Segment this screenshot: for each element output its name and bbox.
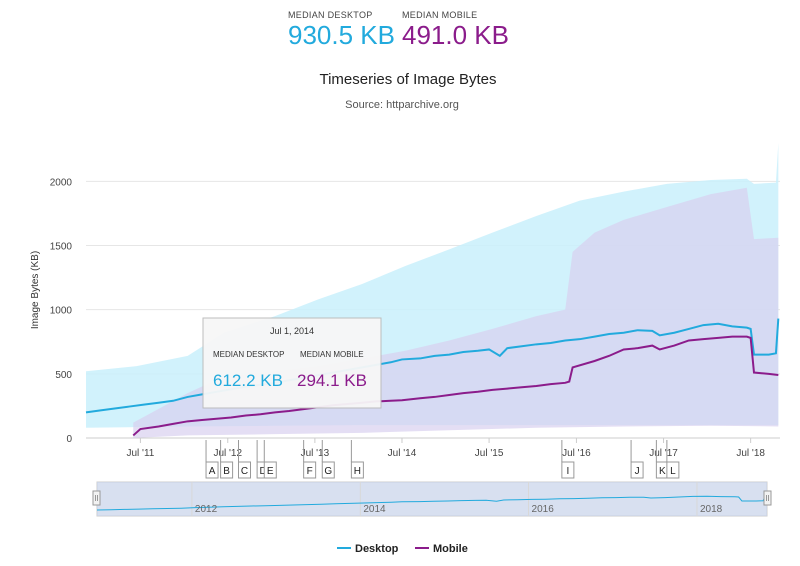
flag-box: [237, 461, 251, 479]
legend-mobile-label: Mobile: [433, 543, 468, 555]
tooltip-desktop-label: MEDIAN DESKTOP: [213, 350, 284, 359]
y-tick-label: 2000: [50, 177, 73, 188]
flag-a[interactable]: A: [205, 440, 219, 479]
navigator-year-label: 2012: [195, 504, 218, 515]
y-tick-label: 500: [55, 370, 72, 381]
navigator-year-label: 2018: [700, 504, 723, 515]
flag-label: G: [324, 466, 332, 477]
y-tick-label: 1500: [50, 242, 73, 253]
x-tick-label: Jul '15: [475, 448, 504, 459]
flag-label: J: [635, 466, 640, 477]
flag-box: [561, 461, 575, 479]
flag-label: C: [241, 466, 248, 477]
flag-box: [630, 461, 644, 479]
median-mobile-value: 491.0 KB: [402, 20, 509, 50]
flag-f[interactable]: F: [303, 440, 317, 479]
chart-subtitle: Source: httparchive.org: [345, 99, 459, 111]
median-desktop-value: 930.5 KB: [288, 20, 395, 50]
y-axis-ticks: 0 500 1000 1500 2000: [50, 177, 73, 445]
flag-i[interactable]: I: [561, 440, 575, 479]
flag-label: A: [209, 466, 216, 477]
y-tick-label: 0: [66, 434, 72, 445]
flag-box: [350, 461, 364, 479]
flag-h[interactable]: H: [350, 440, 364, 479]
flag-c[interactable]: C: [237, 440, 251, 479]
legend-item-mobile[interactable]: Mobile: [415, 543, 468, 555]
chart-legend: Desktop Mobile: [337, 543, 468, 555]
navigator-left-handle[interactable]: [92, 490, 101, 506]
x-tick-label: Jul '14: [388, 448, 417, 459]
flag-label: L: [670, 466, 676, 477]
flag-label: E: [267, 466, 274, 477]
median-desktop-label: MEDIAN DESKTOP: [288, 10, 373, 20]
flag-label: D: [259, 466, 266, 477]
chart-title: Timeseries of Image Bytes: [319, 71, 496, 88]
flag-box: [263, 461, 277, 479]
navigator-year-label: 2016: [532, 504, 555, 515]
series-line-mobile: [132, 335, 779, 437]
navigator-series-line: [96, 495, 766, 511]
flag-box: [321, 461, 335, 479]
flag-label: B: [223, 466, 230, 477]
median-mobile-stat: MEDIAN MOBILE 491.0 KB: [402, 10, 509, 50]
flag-label: H: [354, 466, 361, 477]
tooltip-mobile-label: MEDIAN MOBILE: [300, 350, 364, 359]
flag-box: [205, 461, 219, 479]
range-navigator[interactable]: 2012 2014 2016 2018: [92, 481, 772, 517]
data-tooltip: Jul 1, 2014 MEDIAN DESKTOP MEDIAN MOBILE…: [202, 317, 382, 409]
tooltip-desktop-value: 612.2 KB: [213, 371, 283, 390]
legend-item-desktop[interactable]: Desktop: [337, 543, 399, 555]
flag-j[interactable]: J: [630, 440, 644, 479]
y-axis-label: Image Bytes (KB): [30, 251, 41, 329]
x-tick-label: Jul '18: [736, 448, 765, 459]
flag-label: K: [659, 466, 666, 477]
flag-g[interactable]: G: [321, 440, 335, 479]
flag-l[interactable]: L: [666, 440, 680, 479]
navigator-right-handle[interactable]: [763, 490, 772, 506]
tooltip-box: [202, 317, 382, 409]
flag-b[interactable]: B: [220, 440, 234, 479]
x-tick-label: Jul '12: [213, 448, 242, 459]
x-tick-label: Jul '16: [562, 448, 591, 459]
x-tick-label: Jul '11: [126, 448, 154, 459]
flag-label: F: [307, 466, 313, 477]
median-desktop-stat: MEDIAN DESKTOP 930.5 KB: [288, 10, 395, 50]
legend-desktop-label: Desktop: [355, 543, 399, 555]
navigator-year-label: 2014: [363, 504, 386, 515]
x-tick-label: Jul '17: [649, 448, 678, 459]
y-tick-label: 1000: [50, 306, 73, 317]
tooltip-date: Jul 1, 2014: [270, 326, 314, 336]
flag-label: I: [566, 466, 569, 477]
range-bands: [86, 142, 779, 438]
x-axis-ticks: Jul '11 Jul '12 Jul '13 Jul '14 Jul '15 Jul '…: [126, 438, 765, 459]
flag-box: [303, 461, 317, 479]
navigator-labels: 2012 2014 2016 2018: [195, 504, 723, 515]
flag-e[interactable]: E: [263, 440, 277, 479]
tooltip-mobile-value: 294.1 KB: [297, 371, 367, 390]
navigator-series: [96, 495, 766, 511]
median-mobile-label: MEDIAN MOBILE: [402, 10, 478, 20]
flag-box: [666, 461, 680, 479]
navigator-selection[interactable]: [97, 482, 767, 516]
flag-box: [220, 461, 234, 479]
x-tick-label: Jul '13: [301, 448, 330, 459]
